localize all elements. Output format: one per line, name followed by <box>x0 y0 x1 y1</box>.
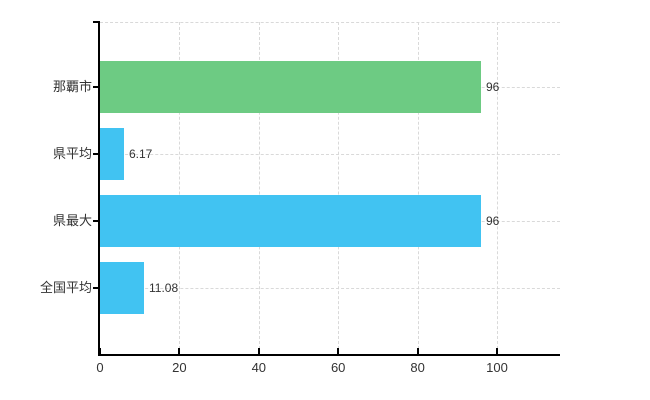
v-gridline <box>417 22 419 354</box>
category-label: 県平均 <box>52 146 92 161</box>
value-label: 96 <box>486 214 500 228</box>
y-axis-tick <box>93 21 100 23</box>
y-axis-tick <box>93 86 100 88</box>
h-gridline <box>100 288 560 289</box>
x-tick-label: 100 <box>486 360 508 375</box>
category-label: 那覇市 <box>52 79 92 94</box>
y-axis-tick <box>93 287 100 289</box>
h-gridline <box>100 154 560 155</box>
v-gridline <box>497 22 498 354</box>
x-axis-tick <box>416 348 419 354</box>
x-tick-label: 0 <box>96 360 104 375</box>
x-axis-tick <box>496 348 498 354</box>
category-label: 県最大 <box>52 213 92 228</box>
category-label: 全国平均 <box>39 280 92 295</box>
x-tick-label: 80 <box>410 360 425 375</box>
bar-3 <box>100 262 144 314</box>
x-axis-tick <box>337 348 340 354</box>
bar-0 <box>100 61 481 113</box>
value-label: 6.17 <box>129 147 153 161</box>
x-axis-tick <box>178 348 181 354</box>
value-label: 96 <box>486 80 500 94</box>
y-axis-tick <box>93 220 100 222</box>
bar-1 <box>100 128 124 180</box>
x-tick-label: 20 <box>172 360 187 375</box>
h-gridline <box>100 22 560 23</box>
bar-2 <box>100 195 481 247</box>
y-axis-tick <box>93 153 100 155</box>
x-axis <box>98 354 560 356</box>
v-gridline <box>338 22 340 354</box>
x-axis-tick <box>99 348 101 354</box>
x-axis-tick <box>257 348 260 354</box>
v-gridline <box>258 22 260 354</box>
x-tick-label: 40 <box>251 360 267 375</box>
value-label: 11.08 <box>149 281 179 295</box>
v-gridline <box>179 22 181 354</box>
x-tick-label: 60 <box>330 360 346 375</box>
y-axis <box>98 22 100 356</box>
